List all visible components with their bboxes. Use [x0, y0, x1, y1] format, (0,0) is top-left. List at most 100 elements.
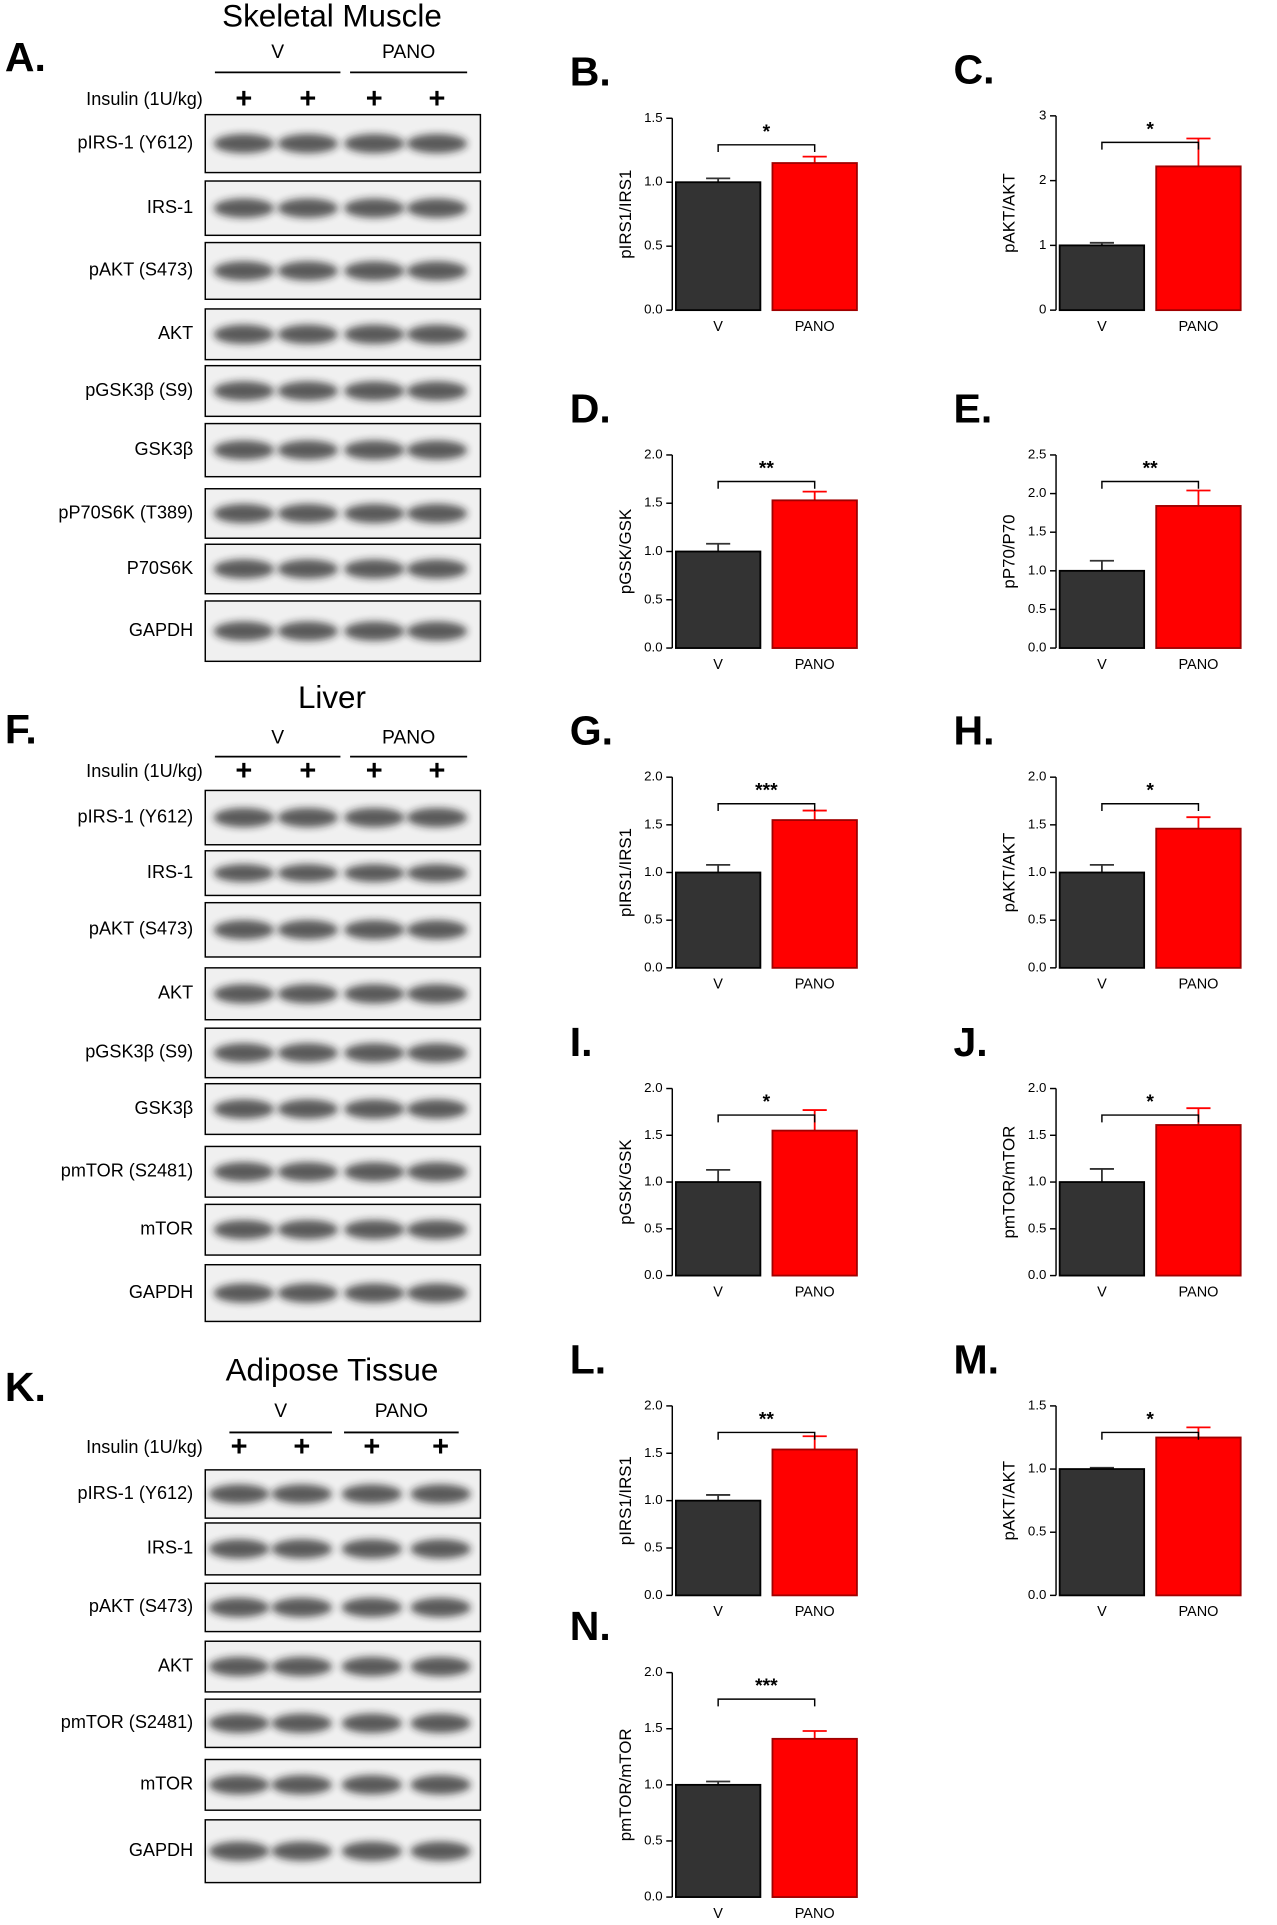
y-tick-label: 1.0 — [644, 1776, 662, 1791]
y-tick-label: 1.0 — [644, 543, 662, 558]
group-label: V — [271, 42, 284, 63]
y-tick-label: 0.0 — [644, 640, 662, 655]
blot-band — [277, 920, 339, 940]
y-tick-label: 0.5 — [644, 1220, 662, 1235]
y-tick-label: 0.5 — [1028, 1524, 1046, 1539]
blot-band — [277, 261, 339, 281]
y-tick-label: 1.0 — [1028, 562, 1046, 577]
x-tick-label: V — [713, 319, 723, 335]
blot-band — [213, 324, 275, 344]
protein-label: pGSK3β (S9) — [85, 380, 193, 400]
significance-bracket — [717, 480, 816, 489]
protein-label: pIRS-1 (Y612) — [78, 132, 194, 152]
blot-band — [277, 984, 339, 1004]
blot-band — [406, 198, 468, 218]
blot-band — [341, 1713, 402, 1733]
y-tick-label: 2.0 — [1028, 769, 1046, 784]
y-tick-label: 0.0 — [1028, 640, 1046, 655]
lane-sign: + — [231, 1431, 248, 1463]
significance-label: ** — [759, 459, 775, 480]
blot-band — [213, 621, 275, 641]
x-tick-label: PANO — [1178, 319, 1218, 335]
blot-band — [344, 324, 405, 344]
blot-band — [213, 559, 275, 579]
x-tick-label: V — [1097, 1284, 1107, 1300]
blot-band — [406, 864, 468, 883]
significance-bracket — [1101, 802, 1200, 811]
protein-label: pP70S6K (T389) — [58, 502, 193, 522]
blot-band — [344, 984, 405, 1004]
panel-letter: M. — [953, 1336, 999, 1382]
tissue-title: Liver — [298, 680, 366, 715]
blot-band — [277, 1099, 339, 1119]
y-tick-label: 0.0 — [1028, 1587, 1046, 1602]
protein-label: GSK3β — [135, 439, 194, 459]
protein-label: pAKT (S473) — [89, 260, 193, 280]
treatment-label: Insulin (1U/kg) — [86, 89, 203, 109]
protein-label: IRS-1 — [147, 197, 193, 217]
x-tick-label: PANO — [795, 657, 835, 673]
blot-band — [406, 1162, 468, 1182]
blot-band — [341, 1656, 402, 1677]
panel-letter: I. — [570, 1019, 593, 1065]
blot-band — [410, 1484, 471, 1504]
protein-label: mTOR — [140, 1218, 193, 1238]
blot-band — [406, 1283, 468, 1303]
blot-band — [208, 1841, 270, 1861]
blot-band — [406, 324, 468, 344]
x-tick-label: V — [713, 977, 723, 993]
x-tick-label: PANO — [1178, 1284, 1218, 1300]
significance-label: ** — [1143, 459, 1159, 480]
y-axis-label: pP70/P70 — [1000, 514, 1019, 588]
protein-label: pAKT (S473) — [89, 1596, 193, 1616]
blot-band — [341, 1775, 402, 1795]
lane-sign: + — [363, 1431, 380, 1463]
y-axis-label: pAKT/AKT — [1000, 833, 1019, 913]
y-tick-label: 2.0 — [644, 1080, 662, 1095]
blot-band — [341, 1597, 402, 1618]
treatment-label: Insulin (1U/kg) — [86, 761, 203, 781]
y-tick-label: 0.5 — [644, 238, 662, 253]
blot-band — [277, 1162, 339, 1182]
blot-band — [213, 198, 275, 218]
blot-band — [213, 864, 275, 883]
lane-sign: + — [432, 1431, 449, 1463]
bar — [675, 871, 762, 969]
x-tick-label: PANO — [795, 319, 835, 335]
protein-label: GAPDH — [129, 1840, 193, 1860]
y-tick-label: 2.0 — [644, 446, 662, 461]
significance-label: * — [1146, 119, 1154, 140]
blot-band — [213, 807, 275, 828]
blot-band — [406, 1220, 468, 1240]
tissue-title: Skeletal Muscle — [222, 0, 442, 33]
protein-label: P70S6K — [127, 558, 193, 578]
bar — [1155, 505, 1242, 649]
blot-band — [208, 1656, 270, 1677]
panel-letter: E. — [953, 385, 992, 431]
blot-band — [213, 1220, 275, 1240]
protein-label: pIRS-1 (Y612) — [78, 1483, 194, 1503]
bar — [1155, 165, 1242, 312]
blot-band — [271, 1841, 332, 1861]
group-label: PANO — [382, 42, 435, 63]
bar — [1058, 871, 1146, 969]
group-label: V — [274, 1401, 287, 1422]
bar — [1155, 827, 1242, 969]
y-tick-label: 1.5 — [644, 1720, 662, 1735]
blot-band — [344, 440, 405, 460]
y-tick-label: 1.5 — [644, 816, 662, 831]
tissue-title: Adipose Tissue — [226, 1352, 439, 1387]
group-label: PANO — [382, 728, 435, 749]
y-tick-label: 0.5 — [644, 1540, 662, 1555]
protein-label: IRS-1 — [147, 862, 193, 882]
y-tick-label: 0 — [1039, 302, 1046, 317]
blot-band — [406, 559, 468, 579]
y-tick-label: 0.5 — [1028, 912, 1046, 927]
blot-band — [341, 1539, 402, 1559]
protein-label: AKT — [158, 323, 193, 343]
y-tick-label: 2.0 — [644, 1397, 662, 1412]
blot-band — [344, 559, 405, 579]
x-tick-label: V — [713, 1906, 723, 1920]
significance-label: * — [1146, 1092, 1154, 1113]
